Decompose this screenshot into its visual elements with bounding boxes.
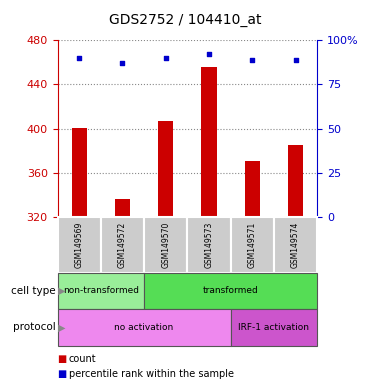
Text: no activation: no activation	[114, 323, 174, 332]
Text: IRF-1 activation: IRF-1 activation	[239, 323, 309, 332]
Bar	[144, 217, 187, 273]
Bar	[115, 199, 130, 217]
Text: ▶: ▶	[58, 286, 66, 296]
Bar	[201, 67, 217, 217]
Point	[249, 57, 255, 63]
Text: ■: ■	[58, 369, 67, 379]
Bar	[144, 273, 317, 309]
Text: transformed: transformed	[203, 286, 259, 295]
Text: GSM149573: GSM149573	[204, 222, 213, 268]
Text: ■: ■	[58, 354, 67, 364]
Text: ▶: ▶	[58, 322, 66, 333]
Bar	[231, 309, 317, 346]
Text: protocol: protocol	[13, 322, 56, 333]
Text: GSM149571: GSM149571	[248, 222, 257, 268]
Text: GSM149574: GSM149574	[291, 222, 300, 268]
Point	[76, 55, 82, 61]
Bar	[158, 121, 173, 217]
Bar	[231, 217, 274, 273]
Bar	[187, 217, 231, 273]
Point	[163, 55, 169, 61]
Bar	[101, 217, 144, 273]
Bar	[288, 145, 303, 217]
Point	[206, 51, 212, 58]
Bar	[274, 217, 317, 273]
Point	[119, 60, 125, 66]
Text: non-transformed: non-transformed	[63, 286, 139, 295]
Text: count: count	[69, 354, 96, 364]
Bar	[58, 217, 101, 273]
Text: GSM149572: GSM149572	[118, 222, 127, 268]
Bar	[72, 127, 87, 217]
Bar	[245, 161, 260, 217]
Text: GSM149570: GSM149570	[161, 222, 170, 268]
Text: percentile rank within the sample: percentile rank within the sample	[69, 369, 234, 379]
Point	[293, 57, 299, 63]
Text: cell type: cell type	[11, 286, 56, 296]
Text: GSM149569: GSM149569	[75, 222, 83, 268]
Bar	[58, 309, 231, 346]
Bar	[58, 273, 144, 309]
Text: GDS2752 / 104410_at: GDS2752 / 104410_at	[109, 13, 262, 27]
